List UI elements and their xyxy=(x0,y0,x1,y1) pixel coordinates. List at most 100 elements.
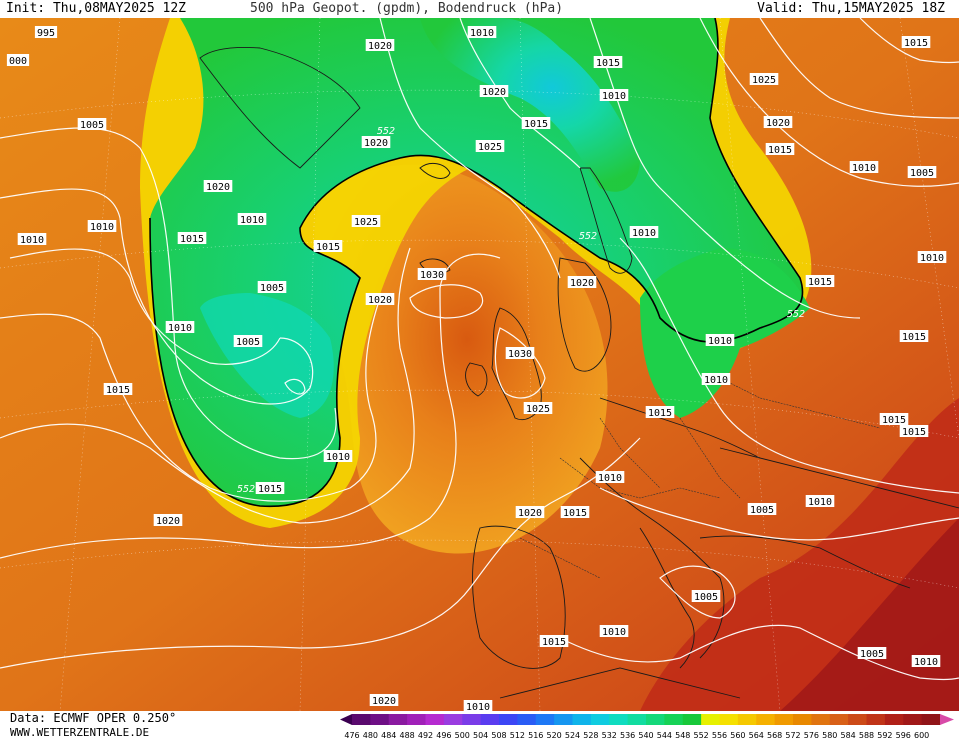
isobar-label-box xyxy=(917,251,947,263)
isobar-label-text: 1015 xyxy=(902,332,926,343)
isobar-label-box xyxy=(899,425,929,437)
coastlines xyxy=(199,47,959,699)
isobar-label-box xyxy=(479,85,509,97)
isobar-label-text: 1010 xyxy=(20,235,44,246)
isobar-label-box xyxy=(599,89,629,101)
isobar-label-text: 1020 xyxy=(372,696,396,707)
isobar-label: 1010 xyxy=(629,226,659,239)
isobar-label-text: 1030 xyxy=(420,270,444,281)
legend-tick-label: 548 xyxy=(675,731,690,740)
isobar-label-box xyxy=(475,140,505,152)
isobar-label-box xyxy=(233,335,263,347)
legend-swatch xyxy=(701,714,720,725)
isobar-label-text: 1015 xyxy=(902,427,926,438)
isobar-label-text: 1030 xyxy=(508,349,532,360)
isobar-label-box xyxy=(351,215,381,227)
isobar-label-text: 1005 xyxy=(80,120,104,131)
isobar-label-box xyxy=(747,503,777,515)
isobar-label-box xyxy=(365,39,395,51)
legend-swatch xyxy=(388,714,408,725)
isobar-label-box xyxy=(701,373,731,385)
isobar-label: 1030 xyxy=(417,268,447,281)
geopotential-label-text: 552 xyxy=(579,231,597,242)
isobar-label: 1015 xyxy=(645,406,675,419)
isobar-label-box xyxy=(849,161,879,173)
legend-tick-label: 596 xyxy=(896,731,911,740)
pressure-labels: 995 000 1005 1020 1010 1010 1010 1015 1005 1010 10… xyxy=(6,26,947,711)
isobar-label: 1010 xyxy=(237,213,267,226)
legend-tick-label: 592 xyxy=(877,731,892,740)
website-label[interactable]: WWW.WETTERZENTRALE.DE xyxy=(10,726,150,739)
isobar-label: 1005 xyxy=(907,166,937,179)
isobar-label-text: 1020 xyxy=(156,516,180,527)
legend-tick-label: 516 xyxy=(528,731,543,740)
isobar-label: 1015 xyxy=(879,413,909,426)
isobar-label: 1005 xyxy=(77,118,107,131)
legend-tick-label: 528 xyxy=(583,731,598,740)
isobar-label-box xyxy=(505,347,535,359)
legend-tick-label: 520 xyxy=(546,731,561,740)
isobar-label: 1005 xyxy=(691,590,721,603)
legend-swatch xyxy=(903,714,923,725)
isobar-label: 1010 xyxy=(705,334,735,347)
isobar-label-text: 1015 xyxy=(648,408,672,419)
legend-swatch xyxy=(737,714,757,725)
isobar-label-text: 1020 xyxy=(482,87,506,98)
forecast-map[interactable]: 995 000 1005 1020 1010 1010 1010 1015 1005 1010 10… xyxy=(0,18,959,711)
isobar-label: 1020 xyxy=(515,506,545,519)
legend-swatch xyxy=(682,714,702,725)
isobar-label-box xyxy=(203,180,233,192)
isobar-label-box xyxy=(369,694,399,706)
legend-tick-label: 540 xyxy=(638,731,653,740)
isobar-label-text: 995 xyxy=(37,28,55,39)
geopotential-label: 552 xyxy=(377,126,395,137)
legend-swatch xyxy=(793,714,812,725)
isobar-label-box xyxy=(153,514,183,526)
isobar-label-box xyxy=(87,220,117,232)
isobar-label-box xyxy=(907,166,937,178)
isobar-label: 1005 xyxy=(857,647,887,660)
isobar-label: 1015 xyxy=(765,143,795,156)
isobar-label-text: 1025 xyxy=(478,142,502,153)
isobar-label-text: 1020 xyxy=(518,508,542,519)
isobar-label-text: 1025 xyxy=(354,217,378,228)
isobar-label-text: 1010 xyxy=(914,657,938,668)
isobar-label: 1010 xyxy=(701,373,731,386)
geopotential-label: 552 xyxy=(787,309,805,320)
legend-swatch xyxy=(811,714,831,725)
isobar-label: 1015 xyxy=(103,383,133,396)
isobar-label: 1015 xyxy=(177,232,207,245)
isobar-label-box xyxy=(593,56,623,68)
legend-swatch xyxy=(352,714,371,725)
isobar-label-text: 1010 xyxy=(602,627,626,638)
isobar-label: 1020 xyxy=(203,180,233,193)
legend-swatch xyxy=(425,714,445,725)
legend-swatch xyxy=(443,714,463,725)
geopotential-label: 552 xyxy=(579,231,597,242)
trough-core xyxy=(420,18,640,192)
legend-swatch xyxy=(829,714,849,725)
isobar-label-text: 1015 xyxy=(904,38,928,49)
isobar-label: 1010 xyxy=(599,89,629,102)
legend-tick-label: 492 xyxy=(418,731,433,740)
isobar-label-box xyxy=(515,506,545,518)
valid-time-label: Valid: Thu,15MAY2025 18Z xyxy=(757,1,945,16)
legend-tick-label: 524 xyxy=(565,731,580,740)
isobar-label-box xyxy=(77,118,107,130)
isobar-label-text: 1025 xyxy=(526,404,550,415)
isobar-label: 1015 xyxy=(901,36,931,49)
isobar-label-box xyxy=(34,26,58,38)
isobar-label-text: 1015 xyxy=(524,119,548,130)
isobar-label: 1015 xyxy=(255,482,285,495)
isobar-label-box xyxy=(901,36,931,48)
isobar-label: 1005 xyxy=(747,503,777,516)
isobar-label-text: 1015 xyxy=(316,242,340,253)
isobar-label-text: 1010 xyxy=(852,163,876,174)
isobar-label-box xyxy=(323,450,353,462)
isobar-label-text: 1015 xyxy=(596,58,620,69)
legend-swatch xyxy=(884,714,904,725)
map-title: 500 hPa Geopot. (gpdm), Bodendruck (hPa) xyxy=(250,1,564,16)
legend-tick-label: 572 xyxy=(785,731,800,740)
init-time-label: Init: Thu,08MAY2025 12Z xyxy=(6,1,187,16)
